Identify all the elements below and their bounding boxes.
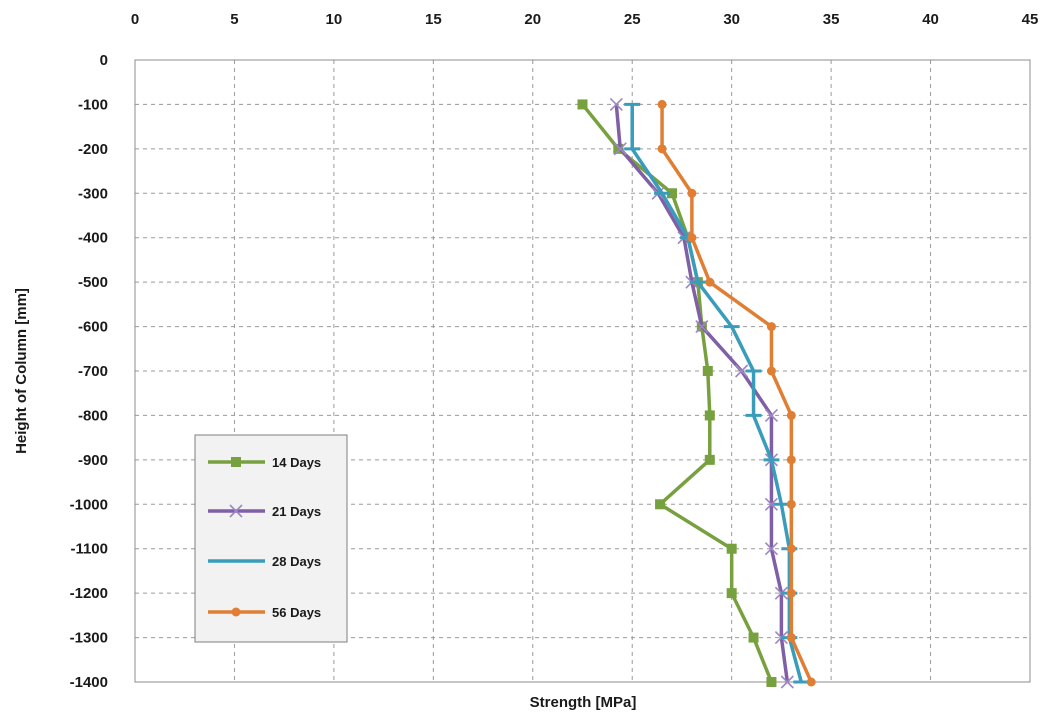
square-marker: [726, 543, 737, 554]
x-marker-stroke: [780, 675, 794, 689]
legend-item: 14 Days: [208, 455, 321, 470]
x-marker-stroke: [609, 97, 623, 111]
x-marker-stroke: [764, 497, 779, 511]
x-tick-label: 20: [524, 11, 541, 28]
series-14-days: [577, 99, 777, 687]
square-marker: [726, 588, 737, 599]
y-tick-label: -1300: [70, 630, 108, 647]
x-marker-stroke: [764, 542, 779, 556]
x-tick-label: 45: [1022, 11, 1039, 28]
circle-marker: [687, 188, 697, 198]
square-marker: [655, 499, 666, 510]
legend-item: 56 Days: [208, 605, 321, 620]
x-tick-label: 5: [230, 11, 238, 28]
legend-label: 21 Days: [272, 504, 321, 519]
y-tick-label: -100: [78, 96, 108, 113]
y-tick-label: -400: [78, 230, 108, 247]
circle-marker: [786, 544, 796, 554]
y-tick-label: -300: [78, 185, 108, 202]
x-tick-label: 10: [326, 11, 343, 28]
y-tick-label: -1100: [70, 541, 108, 558]
circle-marker: [786, 499, 796, 509]
x-tick-label: 25: [624, 11, 641, 28]
y-tick-label: -900: [78, 452, 108, 469]
x-marker-stroke: [613, 142, 627, 156]
legend-item: 21 Days: [208, 504, 321, 519]
x-marker-stroke: [764, 408, 779, 422]
series-line: [581, 103, 774, 683]
square-marker: [704, 410, 715, 421]
legend-box: [194, 434, 348, 643]
x-marker-stroke: [229, 504, 243, 518]
square-marker: [231, 457, 241, 467]
grid: [135, 60, 1030, 682]
y-tick-label: -500: [78, 274, 108, 291]
y-tick-label: -600: [78, 319, 108, 336]
series-line: [630, 104, 803, 683]
x-marker: [695, 320, 709, 334]
legend: 14 Days 21 Days 28 Days 56 Days: [194, 434, 348, 643]
x-marker: [735, 364, 749, 378]
y-tick-label: -1200: [70, 585, 108, 602]
x-marker: [613, 142, 627, 156]
circle-marker: [786, 455, 796, 465]
y-tick-label: -1400: [70, 674, 108, 691]
y-tick-label: -800: [78, 407, 108, 424]
x-marker-stroke: [735, 364, 749, 378]
y-axis-ticks: 0 -100 -200 -300 -400 -500 -600 -700 -800 -900 -10…: [70, 52, 108, 691]
circle-marker: [657, 99, 667, 109]
circle-marker: [806, 677, 816, 687]
square-marker: [667, 188, 677, 199]
y-tick-label: -1000: [70, 496, 108, 513]
x-tick-label: 40: [922, 11, 939, 28]
circle-marker: [657, 144, 667, 154]
x-tick-label: 35: [823, 11, 840, 28]
y-tick-label: -200: [78, 141, 108, 158]
square-marker: [577, 99, 588, 110]
circle-marker: [687, 233, 697, 243]
x-marker: [764, 408, 779, 422]
square-marker: [704, 454, 715, 465]
square-marker: [702, 366, 713, 376]
legend-label: 56 Days: [272, 605, 321, 620]
circle-marker: [766, 322, 776, 332]
x-marker-stroke: [695, 320, 709, 334]
y-axis-title: Height of Column [mm]: [13, 288, 30, 454]
plot-area: [134, 59, 1031, 683]
legend-label: 14 Days: [272, 455, 321, 470]
x-tick-label: 15: [425, 11, 442, 28]
circle-marker: [786, 633, 796, 643]
circle-marker: [231, 607, 241, 617]
x-marker: [229, 504, 243, 518]
x-tick-label: 30: [723, 11, 740, 28]
circle-marker: [786, 410, 796, 420]
x-marker: [609, 97, 623, 111]
x-marker: [780, 675, 794, 689]
square-marker: [766, 677, 777, 687]
y-tick-label: -700: [78, 363, 108, 380]
series-line: [614, 104, 790, 683]
series-56-days: [657, 99, 816, 687]
circle-marker: [766, 366, 776, 376]
series-line: [660, 104, 813, 683]
x-marker: [764, 497, 779, 511]
x-marker: [764, 542, 779, 556]
x-axis-title: Strength [MPa]: [530, 694, 637, 711]
circle-marker: [705, 277, 715, 287]
square-marker: [748, 632, 759, 643]
x-axis-ticks: 0 5 10 15 20 25 30 35 40 45: [131, 11, 1039, 28]
legend-item: 28 Days: [208, 554, 321, 569]
y-tick-label: 0: [100, 52, 108, 69]
circle-marker: [786, 588, 796, 598]
series-group: [577, 97, 816, 689]
legend-label: 28 Days: [272, 554, 321, 569]
series-21-days: [609, 97, 794, 689]
x-tick-label: 0: [131, 11, 139, 28]
square-marker: [613, 143, 624, 154]
